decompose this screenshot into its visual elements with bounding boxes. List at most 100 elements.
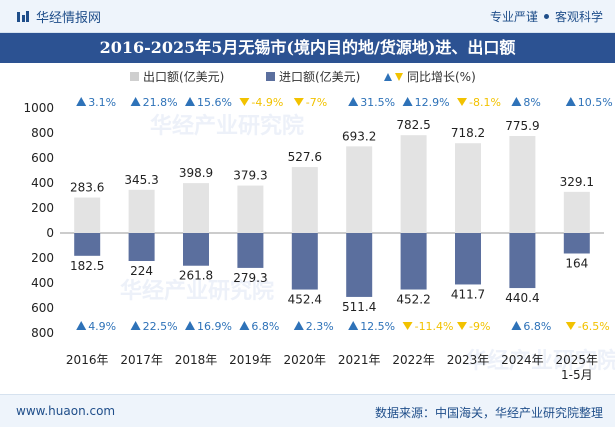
import-value-label: 164: [565, 257, 588, 271]
import-growth-label: 16.9%: [197, 320, 232, 333]
x-tick-label: 1-5月: [561, 368, 593, 382]
import-bar: [455, 233, 481, 285]
import-growth-triangle-icon: [511, 321, 522, 330]
legend-export-label: 出口额(亿美元): [143, 69, 224, 84]
x-tick-label: 2025年: [556, 353, 599, 367]
import-growth-triangle-icon: [565, 322, 576, 330]
brand[interactable]: 华经情报网: [16, 7, 101, 26]
export-bar: [509, 136, 536, 233]
y-tick-label: 1000: [23, 101, 54, 115]
chart-title: 2016-2025年5月无锡市(境内目的地/货源地)进、出口额: [0, 33, 615, 63]
export-growth-label: 8%: [523, 96, 540, 109]
import-growth-triangle-icon: [130, 321, 141, 330]
import-growth-triangle-icon: [348, 321, 359, 330]
import-growth-triangle-icon: [293, 321, 304, 330]
export-value-label: 283.6: [70, 181, 104, 195]
x-tick-label: 2017年: [120, 353, 163, 367]
import-value-label: 440.4: [505, 291, 539, 305]
y-tick-label: 600: [31, 301, 54, 315]
y-tick-label: 400: [31, 176, 54, 190]
y-tick-label: 200: [31, 251, 54, 265]
x-tick-label: 2022年: [392, 353, 435, 367]
top-bar: 华经情报网 专业严谨 客观科学: [0, 0, 615, 33]
brand-name: 华经情报网: [36, 11, 102, 26]
import-bar: [128, 233, 155, 261]
x-tick-label: 2018年: [175, 353, 218, 367]
export-growth-label: -8.1%: [469, 96, 501, 109]
export-value-label: 345.3: [124, 173, 158, 187]
export-growth-triangle-icon: [402, 97, 413, 106]
footer: www.huaon.com 数据来源：中国海关，华经产业研究院整理: [0, 394, 615, 427]
watermark-text: 华经产业研究院: [150, 113, 304, 139]
import-growth-label: 12.5%: [360, 320, 395, 333]
export-growth-triangle-icon: [239, 98, 250, 106]
x-tick-label: 2019年: [229, 353, 272, 367]
import-growth-triangle-icon: [239, 321, 250, 330]
tagline-right: 客观科学: [554, 10, 603, 24]
legend-down-triangle-icon: [395, 73, 403, 81]
export-value-label: 398.9: [179, 166, 213, 180]
import-growth-triangle-icon: [402, 322, 413, 330]
export-growth-triangle-icon: [293, 98, 304, 106]
legend-import-swatch: [266, 72, 275, 81]
legend-up-triangle-icon: [384, 73, 392, 81]
y-tick-label: 600: [31, 151, 54, 165]
footer-url[interactable]: www.huaon.com: [16, 404, 116, 418]
import-bar: [509, 233, 536, 289]
export-growth-label: -4.9%: [251, 96, 283, 109]
export-value-label: 329.1: [560, 175, 594, 189]
tagline-left: 专业严谨: [489, 10, 538, 24]
import-growth-label: 4.9%: [88, 320, 116, 333]
import-value-label: 279.3: [233, 271, 267, 285]
export-value-label: 693.2: [342, 129, 376, 143]
export-growth-triangle-icon: [130, 97, 141, 106]
y-tick-label: 800: [31, 326, 54, 340]
import-growth-triangle-icon: [185, 321, 195, 330]
export-growth-triangle-icon: [76, 97, 87, 106]
import-growth-label: -11.4%: [415, 320, 454, 333]
export-bar: [563, 191, 590, 233]
export-growth-label: 21.8%: [143, 96, 178, 109]
export-growth-label: -7%: [306, 96, 327, 109]
export-value-label: 379.3: [233, 169, 267, 183]
export-bar: [183, 183, 209, 233]
legend-growth-label: 同比增长(%): [407, 70, 476, 84]
export-bar: [291, 167, 318, 233]
x-tick-label: 2024年: [501, 353, 544, 367]
import-value-label: 224: [130, 264, 153, 278]
import-value-label: 452.2: [396, 293, 430, 307]
huajing-logo-icon: [17, 10, 29, 22]
export-growth-label: 10.5%: [578, 96, 613, 109]
export-growth-label: 12.9%: [415, 96, 450, 109]
y-tick-label: 200: [31, 201, 54, 215]
export-value-label: 527.6: [288, 150, 322, 164]
import-bar: [400, 233, 427, 290]
export-growth-triangle-icon: [565, 97, 576, 106]
tagline: 专业严谨 客观科学: [490, 8, 603, 25]
import-bar: [563, 233, 590, 254]
import-bar: [291, 233, 318, 290]
export-growth-triangle-icon: [457, 98, 467, 106]
watermark-text: 华经产业研究院: [465, 348, 615, 374]
export-growth-triangle-icon: [348, 97, 359, 106]
export-bar: [237, 185, 264, 233]
export-value-label: 782.5: [396, 118, 430, 132]
export-value-label: 775.9: [505, 119, 539, 133]
export-growth-triangle-icon: [185, 97, 195, 106]
import-value-label: 182.5: [70, 259, 104, 273]
import-growth-label: -9%: [469, 320, 490, 333]
import-growth-label: -6.5%: [578, 320, 610, 333]
x-tick-label: 2020年: [284, 353, 327, 367]
y-tick-label: 0: [46, 226, 54, 240]
data-source: 数据来源：中国海关，华经产业研究院整理: [374, 406, 603, 420]
y-tick-label: 400: [31, 276, 54, 290]
export-bar: [400, 135, 427, 233]
import-growth-label: 6.8%: [523, 320, 551, 333]
import-value-label: 452.4: [288, 293, 322, 307]
import-value-label: 261.8: [179, 269, 213, 283]
export-growth-label: 31.5%: [360, 96, 395, 109]
import-bar: [74, 233, 101, 256]
import-bar: [346, 233, 373, 297]
import-growth-triangle-icon: [76, 321, 87, 330]
